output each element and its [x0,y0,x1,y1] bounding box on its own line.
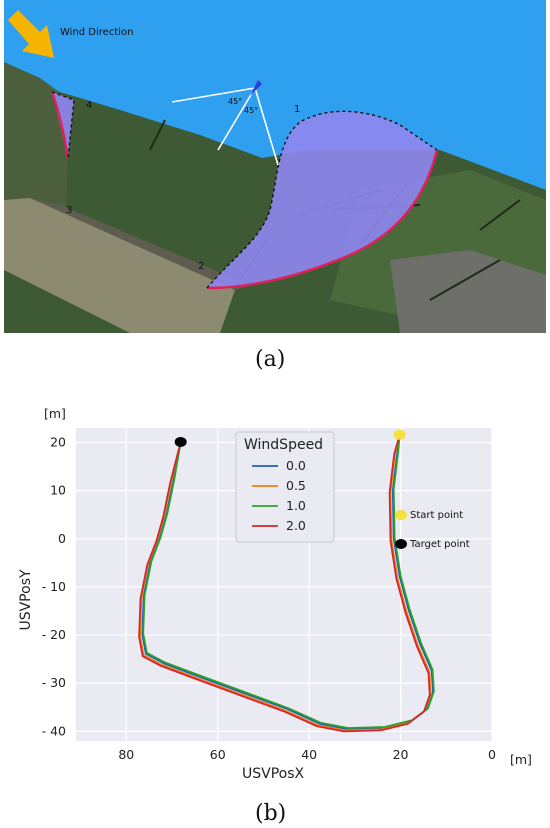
y-tick-label: - 10 [42,579,66,594]
x-unit-label: [m] [510,752,532,767]
region-4-red-boundary [50,91,70,159]
region-number-2: 2 [198,261,204,272]
series-lines [138,433,435,733]
building-roof [390,250,546,333]
marker-legend: Start point Target point [395,510,470,550]
legend-entries: 0.0 0.5 1.0 2.0 [252,458,306,533]
y-unit-label: [m] [44,406,66,421]
marker-legend-swatch [395,510,407,520]
y-tick-label: 0 [58,531,66,546]
region-number-1: 1 [294,104,300,115]
region-4-dashed-boundary [51,91,75,159]
region-number-3: 3 [66,205,72,216]
x-tick-label: 40 [301,747,317,762]
legend: WindSpeed 0.0 0.5 1.0 2.0 [235,431,335,543]
panel-a: 45° 45° Wind Direction 1 2 3 4 [4,0,546,333]
series-line-1-0 [142,433,435,729]
x-tick-label: 20 [393,747,409,762]
y-tick-label: 10 [50,483,66,498]
legend-entry-label: 0.5 [286,478,306,493]
x-tick-label: 80 [118,747,134,762]
legend-entry-label: 0.0 [286,458,306,473]
angle-label-right: 45° [244,106,258,115]
marker-legend-label: Target point [409,539,470,550]
panel-a-label: (a) [255,347,285,372]
x-axis-title: USVPosX [242,766,305,782]
region-number-4: 4 [86,100,92,111]
angle-label-left: 45° [228,97,242,106]
wind-direction-arrow-icon [8,10,54,58]
target-point-marker [174,436,187,447]
wind-direction-label: Wind Direction [60,27,134,38]
pier-shadow [30,198,250,290]
legend-box [235,431,335,543]
y-tick-label: - 20 [42,627,66,642]
pier [4,198,235,333]
series-line-2-0 [138,433,431,733]
marker-legend-label: Start point [410,510,463,521]
y-tick-label: - 40 [42,723,66,738]
x-tick-label: 0 [488,747,496,762]
y-tick-label: 20 [50,434,66,449]
legend-title: WindSpeed [244,437,323,453]
x-tick-label: 60 [210,747,226,762]
y-axis-title: USVPosY [18,569,34,631]
legend-entry-label: 2.0 [286,518,306,533]
start-point-marker [393,429,406,440]
left-vegetation [4,62,70,240]
grid-vertical [125,428,493,741]
y-tick-labels: 20 10 0 - 10 - 20 - 30 - 40 [42,434,66,738]
y-tick-label: - 30 [42,675,66,690]
wind-vane-icon [250,80,262,96]
panel-b-label: (b) [255,801,286,826]
marker-legend-swatch [395,539,407,549]
region-1-dashed-boundary [206,110,438,289]
x-tick-labels: 80 60 40 20 0 [118,747,496,762]
region-1-red-boundary [206,149,439,290]
legend-entry-label: 1.0 [286,498,306,513]
point-markers [174,429,406,447]
angle-lines [171,87,279,166]
region-1-area [207,111,437,288]
